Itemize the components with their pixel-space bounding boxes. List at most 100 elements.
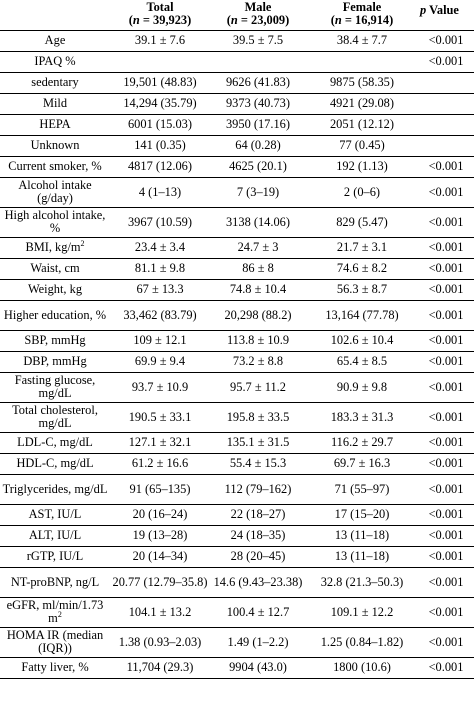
cell-female: 21.7 ± 3.1 [336, 240, 388, 254]
row-label: eGFR, ml/min/1.73 m2 [0, 597, 110, 627]
cell-p [418, 93, 474, 114]
cell-total: 109 ± 12.1 [133, 333, 187, 347]
header-p-value: p Value [420, 3, 459, 17]
table-row: HEPA 6001 (15.03) 3950 (17.16) 2051 (12.12) [0, 114, 474, 135]
cell-p: <0.001 [428, 507, 464, 521]
cell-male: 24.7 ± 3 [237, 240, 279, 254]
cell-male: 14.6 (9.43–23.38) [213, 574, 303, 589]
table-row: LDL-C, mg/dL 127.1 ± 32.1 135.1 ± 31.5 116.… [0, 432, 474, 453]
cell-male: 22 (18–27) [230, 507, 286, 521]
cell-p: <0.001 [428, 549, 464, 563]
cell-female: 90.9 ± 9.8 [336, 379, 388, 394]
cell-male: 3950 (17.16) [225, 117, 290, 131]
cell-female: 32.8 (21.3–50.3) [320, 574, 404, 589]
row-label-text: Waist, cm [30, 261, 80, 275]
row-label: HEPA [0, 114, 110, 135]
row-label: LDL-C, mg/dL [0, 432, 110, 453]
cell-total: 3967 (10.59) [127, 214, 192, 229]
row-label: IPAQ % [0, 51, 110, 72]
row-label-text: Unknown [30, 138, 80, 152]
cell-p: <0.001 [428, 54, 464, 68]
row-label: HOMA IR (median (IQR)) [0, 627, 110, 657]
cell-total [110, 51, 210, 72]
cell-total: 67 ± 13.3 [136, 282, 184, 296]
row-label: HDL-C, mg/dL [0, 453, 110, 474]
table-row: Age 39.1 ± 7.6 39.5 ± 7.5 38.4 ± 7.7 <0.001 [0, 30, 474, 51]
cell-male: 135.1 ± 31.5 [226, 435, 290, 449]
row-label: Total cholesterol, mg/dL [0, 402, 110, 432]
cell-total: 20 (16–24) [132, 507, 188, 521]
cell-total: 23.4 ± 3.4 [134, 240, 186, 254]
row-label-text: sedentary [31, 75, 79, 89]
cell-female: 4921 (29.08) [329, 96, 394, 110]
row-label: Unknown [0, 135, 110, 156]
cell-p: <0.001 [428, 634, 464, 649]
characteristics-table: Total (n = 39,923) Male (n = 23,009) Fem… [0, 0, 474, 678]
row-label: rGTP, IU/L [0, 546, 110, 567]
row-label-text: Mild [42, 96, 68, 110]
table-row: sedentary 19,501 (48.83) 9626 (41.83) 9875 … [0, 72, 474, 93]
table-row: SBP, mmHg 109 ± 12.1 113.8 ± 10.9 102.6 ± 1… [0, 330, 474, 351]
row-label-text: eGFR, ml/min/1.73 m [6, 598, 104, 625]
cell-p [418, 72, 474, 93]
cell-male: 86 ± 8 [242, 261, 274, 275]
cell-female: 9875 (58.35) [329, 75, 394, 89]
row-label-text: Fasting glucose, mg/dL [14, 373, 96, 400]
cell-female: 13,164 (77.78) [325, 307, 399, 322]
table-row: HOMA IR (median (IQR)) 1.38 (0.93–2.03) 1.… [0, 627, 474, 657]
table-row: Fatty liver, % 11,704 (29.3) 9904 (43.0) 18… [0, 657, 474, 678]
cell-male: 74.8 ± 10.4 [229, 282, 287, 296]
row-label: Weight, kg [0, 279, 110, 300]
cell-total: 190.5 ± 33.1 [128, 409, 192, 424]
cell-male: 24 (18–35) [230, 528, 286, 542]
cell-total: 104.1 ± 13.2 [128, 604, 192, 619]
table-row: High alcohol intake, % 3967 (10.59) 3138 (… [0, 207, 474, 237]
row-label-text: NT-proBNP, ng/L [10, 574, 100, 589]
row-label-superscript: 2 [57, 609, 62, 619]
row-label: Alcohol intake (g/day) [0, 177, 110, 207]
cell-female: 38.4 ± 7.7 [336, 33, 388, 47]
table-row: Mild 14,294 (35.79) 9373 (40.73) 4921 (29.0… [0, 93, 474, 114]
row-label-superscript: 2 [80, 238, 85, 248]
cell-female: 77 (0.45) [339, 138, 385, 152]
row-label-text: Alcohol intake (g/day) [18, 178, 92, 205]
cell-female: 2 (0–6) [343, 184, 381, 199]
row-label: Triglycerides, mg/dL [0, 474, 110, 504]
cell-female: 2051 (12.12) [329, 117, 394, 131]
table-row: DBP, mmHg 69.9 ± 9.4 73.2 ± 8.8 65.4 ± 8.5 <… [0, 351, 474, 372]
table-row: Weight, kg 67 ± 13.3 74.8 ± 10.4 56.3 ± 8.7… [0, 279, 474, 300]
table-row: HDL-C, mg/dL 61.2 ± 16.6 55.4 ± 15.3 69.7 ±… [0, 453, 474, 474]
row-label-text: HDL-C, mg/dL [16, 456, 94, 470]
cell-female: 56.3 ± 8.7 [336, 282, 388, 296]
row-label: Waist, cm [0, 258, 110, 279]
row-label-text: Higher education, % [3, 307, 107, 322]
row-label: DBP, mmHg [0, 351, 110, 372]
table-row: AST, IU/L 20 (16–24) 22 (18–27) 17 (15–20) <… [0, 504, 474, 525]
row-label: High alcohol intake, % [0, 207, 110, 237]
header-male-title: Male [244, 0, 272, 14]
table-row: Higher education, % 33,462 (83.79) 20,298 … [0, 300, 474, 330]
row-label-text: rGTP, IU/L [26, 549, 84, 563]
cell-p: <0.001 [428, 435, 464, 449]
cell-male: 20,298 (88.2) [224, 307, 292, 322]
cell-male: 39.5 ± 7.5 [232, 33, 284, 47]
cell-total: 81.1 ± 9.8 [134, 261, 186, 275]
cell-total: 61.2 ± 16.6 [131, 456, 189, 470]
cell-female: 13 (11–18) [334, 549, 390, 563]
row-label-text: Total cholesterol, mg/dL [12, 403, 98, 430]
cell-p: <0.001 [428, 214, 464, 229]
cell-p: <0.001 [428, 528, 464, 542]
header-total: Total (n = 39,923) [110, 0, 210, 30]
row-label: ALT, IU/L [0, 525, 110, 546]
row-label-text: DBP, mmHg [23, 354, 87, 368]
cell-male [210, 51, 306, 72]
cell-p: <0.001 [428, 282, 464, 296]
cell-p: <0.001 [428, 184, 464, 199]
header-male: Male (n = 23,009) [210, 0, 306, 30]
table-row: Total cholesterol, mg/dL 190.5 ± 33.1 195.… [0, 402, 474, 432]
table-row: ALT, IU/L 19 (13–28) 24 (18–35) 13 (11–18) <… [0, 525, 474, 546]
cell-male: 3138 (14.06) [225, 214, 290, 229]
cell-male: 9626 (41.83) [225, 75, 290, 89]
header-female-title: Female [342, 0, 382, 14]
table-row: Fasting glucose, mg/dL 93.7 ± 10.9 95.7 ± … [0, 372, 474, 402]
